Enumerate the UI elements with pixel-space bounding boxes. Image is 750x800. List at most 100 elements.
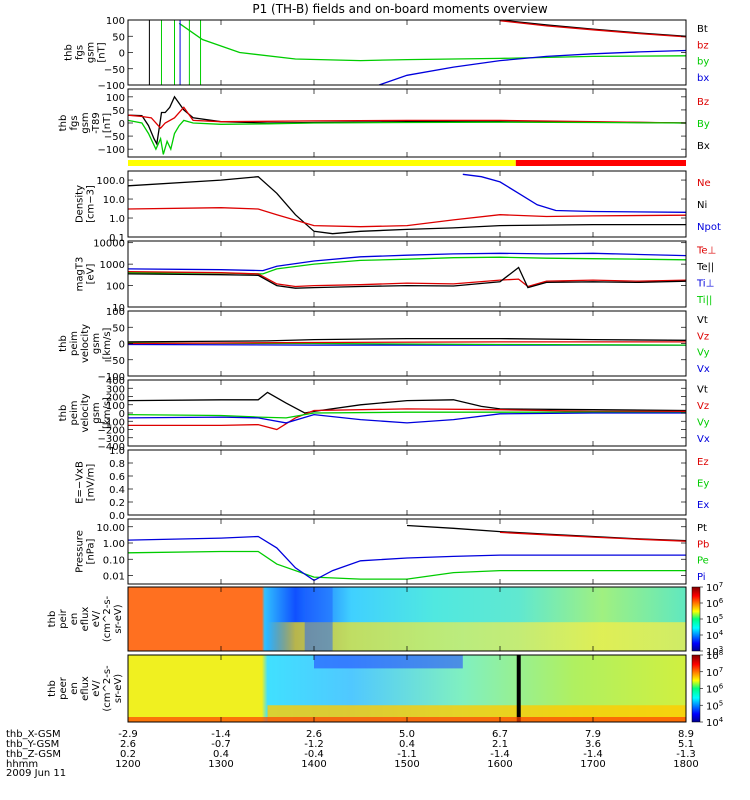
legend-entry: Pt [697, 523, 707, 534]
legend-entry: Ni [697, 200, 707, 211]
y-tick-label: 100 [106, 16, 125, 27]
panel-fgs: 100 50 0 −50 −100 thb fgs gsm [nT] Bt bz by bx [64, 16, 710, 92]
colorbar-tick-label: 107 [706, 581, 723, 594]
series-Ni [128, 176, 686, 235]
time-axis-row-label: thb_Z-GSM [6, 749, 61, 760]
series-group [128, 524, 686, 582]
y-axis-label: thb [47, 611, 58, 628]
y-tick-label: 0.01 [103, 572, 125, 583]
series-group [128, 252, 686, 289]
series-group [128, 173, 686, 235]
y-tick-label: 200 [106, 393, 125, 404]
y-axis-label: Density [75, 185, 86, 223]
legend-entry: Vx [697, 434, 710, 445]
colorbar-tick-label: 104 [706, 716, 724, 729]
legend-entry: Ti⊥ [696, 278, 714, 289]
y-axis-label: peer [58, 676, 69, 700]
panel-pressure: 10.00 1.00 0.10 0.01 Pressure [nPa] Pt Pb Pe Pi [75, 518, 709, 585]
series-Ti⊥ [128, 252, 686, 272]
y-axis-label: thb [64, 44, 75, 61]
time-axis-value: 3.6 [585, 739, 601, 750]
y-axis-label: velocity [80, 324, 91, 363]
y-axis-label: gsm [80, 112, 91, 133]
legend-entry: Pi [697, 572, 706, 583]
y-tick-label: −100 [98, 145, 125, 156]
time-axis-value: 1700 [580, 759, 605, 770]
colorbar-tick-label: 105 [706, 613, 723, 626]
series-Vy [128, 411, 686, 419]
y-tick-label: 0 [119, 409, 125, 420]
y-axis-label: (cm^2-s- [102, 665, 113, 712]
legend-entry: Te|| [696, 262, 714, 273]
y-tick-label: 300 [106, 384, 125, 395]
y-tick-label: 1.0 [109, 214, 125, 225]
y-tick-label: 0.10 [103, 555, 125, 566]
y-tick-label: −100 [98, 417, 125, 428]
y-axis-label: sr-eV) [113, 604, 124, 633]
y-axis-label: gsm [86, 42, 97, 63]
time-axis-value: 0.4 [213, 749, 229, 760]
time-axis-value: -1.4 [583, 749, 603, 760]
legend-entry: Ne [697, 178, 711, 189]
y-tick-label: −400 [98, 442, 125, 453]
legend-entry: Vz [697, 331, 709, 342]
time-axis-value: 1400 [301, 759, 326, 770]
date-label: 2009 Jun 11 [6, 768, 66, 779]
y-tick-label: −50 [104, 356, 125, 367]
colorbar-tick-label: 106 [706, 683, 724, 696]
colorbar [691, 586, 701, 652]
y-axis-label: magT3 [75, 257, 86, 292]
y-tick-label: −50 [104, 132, 125, 143]
legend-entry: Ey [697, 479, 709, 490]
spectrogram-band [314, 655, 463, 669]
series-by [178, 22, 686, 62]
y-tick-label: 10.00 [96, 523, 125, 534]
panel-peim-velocity: 100 50 0 −50 −100 thb peim velocity gsm [km/s] Vt V… [58, 307, 710, 383]
legend-entry: Ex [697, 500, 709, 511]
y-axis-label: peim [69, 331, 80, 356]
spectrogram-gap [516, 655, 521, 722]
time-axis-value: -1.2 [304, 739, 324, 750]
series-By [128, 119, 686, 155]
time-axis-value: -0.4 [304, 749, 324, 760]
series-Vt [128, 337, 686, 343]
time-axis-value: 2.6 [306, 729, 322, 740]
colorbar-tick-label: 106 [706, 597, 724, 610]
series-Ti|| [128, 256, 686, 275]
time-axis-value: 2.1 [492, 739, 508, 750]
colorbar-tick-label: 104 [706, 629, 724, 642]
y-tick-label: 1.0 [109, 446, 125, 457]
legend-entry: Bx [697, 141, 710, 152]
time-axis-value: 6.7 [492, 729, 508, 740]
y-tick-label: 100 [106, 93, 125, 104]
time-axis-value: -2.9 [118, 729, 138, 740]
panel-frame [127, 449, 687, 516]
y-axis-label: eV/ [91, 610, 102, 627]
panel-fgs-t89: 100 50 0 −50 −100 thb fgs gsm -T89 [nT] Bz By Bx [58, 88, 710, 166]
series-bz [499, 20, 686, 38]
series-Te⊥ [128, 270, 686, 288]
y-axis-label: -T89 [91, 112, 102, 134]
y-tick-label: 0 [119, 340, 125, 351]
y-axis-label: eflux [80, 676, 91, 701]
y-tick-label: −50 [104, 65, 125, 76]
y-tick-label: 1.00 [103, 539, 125, 550]
y-tick-label: −100 [98, 372, 125, 383]
time-axis-value: 8.9 [678, 729, 694, 740]
series-Bx [128, 95, 686, 146]
legend-entry: Ez [697, 457, 709, 468]
series-group [148, 20, 686, 85]
time-axis-value: 1300 [208, 759, 233, 770]
series-group [128, 337, 686, 346]
time-axis-value: -1.3 [676, 749, 696, 760]
colorbar [691, 654, 701, 723]
y-axis-label: thb [47, 680, 58, 697]
colorbar-tick-label: 107 [706, 666, 723, 679]
y-axis-label: E=−VxB [75, 461, 86, 504]
time-axis-row-label: thb_X-GSM [6, 729, 61, 740]
legend-entry: Pb [697, 539, 709, 550]
y-tick-label: −300 [98, 434, 125, 445]
legend-entry: By [697, 119, 710, 130]
